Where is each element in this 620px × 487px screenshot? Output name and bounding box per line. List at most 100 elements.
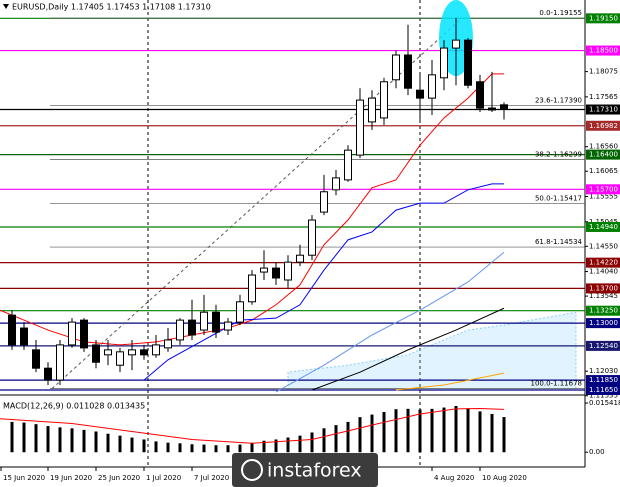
candle-body bbox=[464, 39, 472, 86]
level-label: 1.11650 bbox=[589, 386, 618, 394]
macd-bar bbox=[370, 414, 374, 453]
y-tick-label: 1.16560 bbox=[589, 143, 618, 151]
level-box bbox=[586, 318, 620, 329]
macd-bar bbox=[154, 441, 158, 453]
x-tick-label: 25 Jun 2020 bbox=[98, 474, 140, 482]
y-tick-label: 1.11535 bbox=[589, 392, 618, 400]
candle-body bbox=[344, 149, 352, 181]
candle-body bbox=[368, 97, 376, 123]
candle-body bbox=[116, 351, 124, 366]
level-label: 1.19150 bbox=[589, 14, 618, 22]
macd-bar bbox=[406, 408, 410, 453]
indicator-line bbox=[0, 73, 504, 346]
candle-body bbox=[92, 344, 100, 363]
macd-bar bbox=[274, 439, 278, 453]
macd-bar bbox=[298, 435, 302, 453]
candle-body bbox=[488, 107, 496, 111]
level-label: 1.16982 bbox=[589, 122, 618, 130]
candle-body bbox=[224, 321, 232, 331]
level-label: 1.13700 bbox=[589, 284, 618, 292]
macd-bar bbox=[202, 444, 206, 453]
indicator-line bbox=[395, 372, 505, 391]
level-box bbox=[586, 45, 620, 56]
y-tick-label: 1.13545 bbox=[589, 292, 618, 300]
macd-bar bbox=[58, 427, 62, 453]
candle-body bbox=[332, 177, 340, 191]
level-label: 1.15700 bbox=[589, 185, 618, 193]
level-label: 1.12540 bbox=[589, 342, 618, 350]
macd-bar bbox=[118, 435, 122, 453]
macd-bar bbox=[214, 445, 218, 453]
candle-body bbox=[56, 344, 64, 381]
macd-bar bbox=[238, 444, 242, 453]
candle-body bbox=[320, 191, 328, 213]
macd-bar bbox=[466, 408, 470, 453]
level-box bbox=[586, 375, 620, 386]
macd-bar bbox=[322, 428, 326, 453]
macd-bar bbox=[490, 413, 494, 453]
main-plot: 0.0-1.19155 23.6-1.17390 38.2-1.16299 50.0-… bbox=[0, 0, 585, 393]
watermark: instaforex bbox=[232, 453, 378, 487]
indicator-line bbox=[311, 307, 505, 391]
macd-bar bbox=[94, 431, 98, 453]
header-icon bbox=[3, 4, 9, 9]
y-tick-label: 1.15555 bbox=[589, 192, 618, 200]
level-label: 1.13250 bbox=[589, 307, 618, 315]
level-label: 1.14940 bbox=[589, 223, 618, 231]
macd-bar bbox=[142, 439, 146, 453]
macd-plot bbox=[0, 405, 506, 453]
level-box bbox=[586, 120, 620, 131]
level-label: 1.18500 bbox=[589, 47, 618, 55]
fib-label: 38.2-1.16299 bbox=[535, 151, 582, 159]
candle-body bbox=[272, 267, 280, 279]
candle-body bbox=[200, 311, 208, 331]
macd-bar bbox=[502, 417, 506, 453]
level-box bbox=[586, 385, 620, 395]
candle-body bbox=[80, 319, 88, 349]
fib-label: 50.0-1.15417 bbox=[535, 194, 582, 202]
candle-body bbox=[20, 327, 28, 346]
candle-body bbox=[44, 367, 52, 381]
level-label: 1.14220 bbox=[589, 259, 618, 267]
macd-bar bbox=[358, 417, 362, 453]
chart-header: EURUSD,Daily 1.17405 1.17453 1.17108 1.1… bbox=[12, 3, 211, 12]
y-tick-label: 1.14550 bbox=[589, 242, 618, 250]
fib-label: 0.0-1.19155 bbox=[539, 9, 582, 17]
macd-bar bbox=[394, 409, 398, 453]
macd-bar bbox=[442, 407, 446, 453]
macd-bar bbox=[418, 409, 422, 453]
macd-bar bbox=[10, 421, 14, 453]
candle-body bbox=[68, 321, 76, 346]
x-tick-label: 10 Aug 2020 bbox=[482, 474, 527, 482]
level-box bbox=[586, 13, 620, 24]
candle-body bbox=[404, 54, 412, 89]
macd-bar bbox=[250, 442, 254, 453]
candle-body bbox=[152, 344, 160, 356]
level-box bbox=[586, 104, 620, 115]
candle-body bbox=[212, 311, 220, 333]
macd-bar bbox=[382, 412, 386, 453]
macd-bar bbox=[310, 432, 314, 453]
macd-y-tick-label: 0.00 bbox=[589, 448, 605, 456]
macd-bar bbox=[178, 443, 182, 453]
macd-bar bbox=[70, 428, 74, 453]
indicator-line bbox=[275, 251, 505, 393]
fib-label: 61.8-1.14534 bbox=[535, 238, 583, 246]
y-tick-label: 1.18075 bbox=[589, 68, 618, 76]
macd-bar bbox=[166, 442, 170, 453]
candle-body bbox=[452, 39, 460, 49]
candle-body bbox=[500, 104, 508, 111]
candle-body bbox=[296, 254, 304, 263]
candle-body bbox=[32, 349, 40, 369]
level-label: 1.13000 bbox=[589, 319, 618, 327]
macd-bar bbox=[34, 424, 38, 453]
candle-body bbox=[128, 349, 136, 356]
macd-bar bbox=[430, 408, 434, 453]
macd-title: MACD(12,26,9) 0.011028 0.013435 bbox=[3, 402, 145, 411]
candle-body bbox=[356, 99, 364, 156]
candle-body bbox=[260, 267, 268, 273]
candle-body bbox=[176, 319, 184, 341]
level-box bbox=[586, 340, 620, 351]
